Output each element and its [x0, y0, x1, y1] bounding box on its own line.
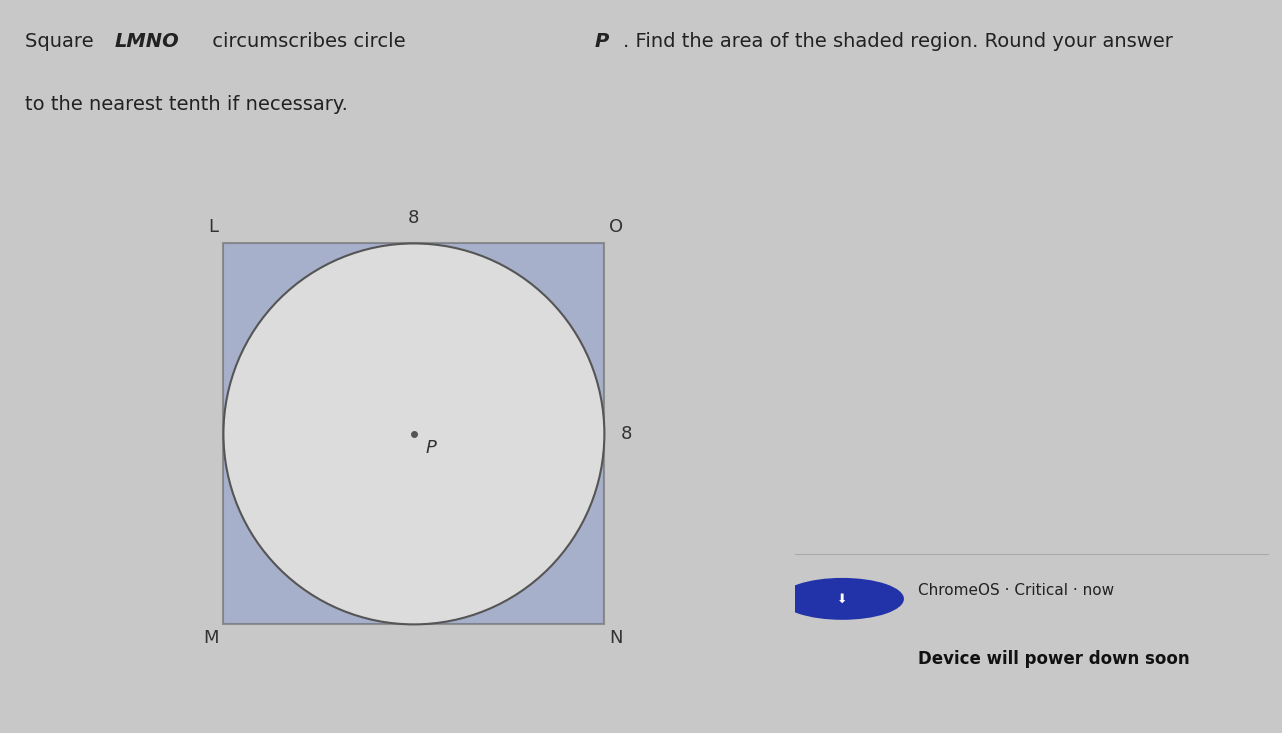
Text: M: M — [203, 629, 219, 647]
Circle shape — [223, 243, 604, 625]
Text: 8: 8 — [620, 425, 632, 443]
Text: 8: 8 — [408, 209, 419, 226]
Text: O: O — [609, 218, 623, 236]
Text: P: P — [595, 32, 609, 51]
Text: P: P — [426, 438, 437, 457]
Text: circumscribes circle: circumscribes circle — [205, 32, 412, 51]
Text: Device will power down soon: Device will power down soon — [918, 649, 1190, 668]
Text: Square: Square — [26, 32, 100, 51]
Text: . Find the area of the shaded region. Round your answer: . Find the area of the shaded region. Ro… — [623, 32, 1173, 51]
Text: to the nearest tenth if necessary.: to the nearest tenth if necessary. — [26, 95, 349, 114]
Circle shape — [781, 578, 904, 620]
Text: ChromeOS · Critical · now: ChromeOS · Critical · now — [918, 583, 1114, 598]
Text: LMNO: LMNO — [115, 32, 179, 51]
Text: ⬇: ⬇ — [837, 592, 847, 605]
Bar — [223, 243, 604, 625]
Text: L: L — [209, 218, 219, 236]
Text: N: N — [609, 629, 623, 647]
